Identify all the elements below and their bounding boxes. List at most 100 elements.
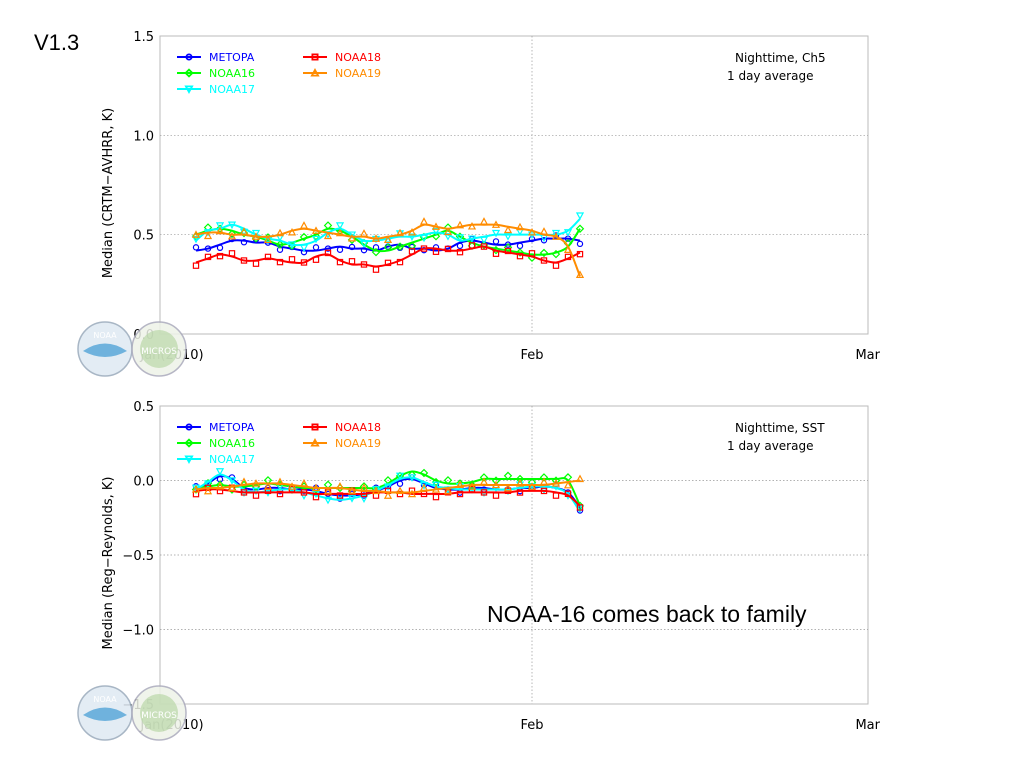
data-point (312, 256, 320, 263)
legend-label: NOAA16 (209, 437, 255, 450)
x-tick-label: Mar (855, 718, 880, 733)
series-noaa19 (191, 217, 585, 278)
data-point (443, 233, 453, 241)
data-point (419, 483, 429, 491)
data-point (491, 220, 501, 228)
data-point (372, 266, 380, 273)
legend-entry-metopa: METOPA (177, 421, 255, 434)
legend-entry-noaa19: NOAA19 (303, 437, 381, 450)
data-point (552, 262, 560, 269)
data-point (347, 233, 357, 242)
data-point (564, 253, 572, 261)
y-tick-label: 0.5 (133, 229, 154, 244)
data-point (215, 481, 225, 490)
data-point (359, 229, 369, 237)
data-point (515, 248, 525, 257)
data-point (564, 490, 572, 497)
series-noaa18 (192, 242, 584, 273)
chart-panel-sst: −1.5−1.0−0.50.00.5Jan(2010)FebMarMedian … (95, 392, 920, 737)
data-point (419, 234, 429, 243)
data-point (575, 474, 585, 483)
data-point (539, 227, 549, 235)
data-point (215, 468, 225, 476)
data-point (456, 248, 464, 256)
legend-entry-noaa16: NOAA16 (177, 437, 255, 450)
data-point (551, 249, 561, 259)
legend-label: METOPA (209, 51, 255, 64)
data-point (480, 243, 488, 250)
data-point (323, 231, 333, 240)
y-axis-label: Median (CRTM−AVHRR, K) (101, 108, 116, 278)
micros-logo-text: MICROS (141, 711, 177, 721)
data-point (239, 227, 249, 235)
data-point (419, 217, 429, 225)
data-point (576, 250, 584, 258)
data-point (300, 259, 308, 266)
data-point (443, 476, 453, 485)
data-point (384, 259, 392, 267)
data-point (408, 248, 416, 255)
data-point (276, 258, 284, 266)
data-point (192, 262, 200, 269)
data-point (456, 490, 464, 498)
data-point (227, 221, 237, 230)
data-point (324, 249, 332, 257)
data-point (263, 235, 273, 244)
data-point (335, 481, 345, 490)
data-point (311, 235, 321, 244)
data-point (323, 221, 333, 230)
data-point (311, 226, 321, 234)
data-point (528, 250, 536, 257)
data-point (540, 487, 548, 495)
legend-entry-noaa18: NOAA18 (303, 51, 381, 64)
data-point (492, 250, 500, 257)
legend-marker (185, 53, 193, 61)
legend-entry-noaa19: NOAA19 (303, 67, 381, 80)
series-line (195, 237, 581, 252)
noaa-logo-text: NOAA (93, 695, 117, 704)
data-point (516, 489, 524, 496)
data-point (251, 487, 261, 496)
data-point (551, 479, 561, 487)
data-point (492, 238, 500, 245)
data-point (503, 233, 513, 241)
info-text: Nighttime, SST (735, 421, 825, 435)
data-point (552, 492, 560, 499)
data-point (252, 260, 260, 267)
data-point (468, 242, 476, 249)
data-point (396, 480, 404, 487)
data-point (347, 495, 357, 503)
data-point (323, 496, 333, 505)
data-point (504, 247, 512, 255)
data-point (275, 477, 285, 486)
data-point (515, 479, 525, 487)
data-point (455, 234, 465, 242)
info-text: 1 day average (727, 69, 813, 83)
data-point (227, 483, 237, 492)
data-point (300, 248, 308, 256)
y-axis-label: Median (Reg−Reynolds, K) (101, 477, 116, 650)
data-point (539, 477, 549, 485)
data-point (575, 224, 585, 233)
data-point (576, 240, 584, 248)
data-point (227, 231, 237, 240)
data-point (252, 492, 260, 499)
data-point (383, 483, 393, 491)
data-point (443, 227, 453, 236)
data-point (203, 486, 213, 495)
data-point (576, 504, 584, 511)
info-text: Nighttime, Ch5 (735, 51, 826, 65)
legend-entry-metopa: METOPA (177, 51, 255, 64)
data-point (288, 256, 296, 263)
data-point (503, 225, 513, 234)
x-tick-label: Feb (520, 718, 543, 733)
x-tick-label: Mar (855, 348, 880, 363)
legend-marker (184, 438, 194, 448)
data-point (395, 472, 405, 481)
legend-label: NOAA18 (335, 421, 381, 434)
data-point (480, 489, 488, 496)
data-point (251, 232, 261, 240)
data-point (287, 227, 297, 236)
data-point (371, 486, 381, 495)
